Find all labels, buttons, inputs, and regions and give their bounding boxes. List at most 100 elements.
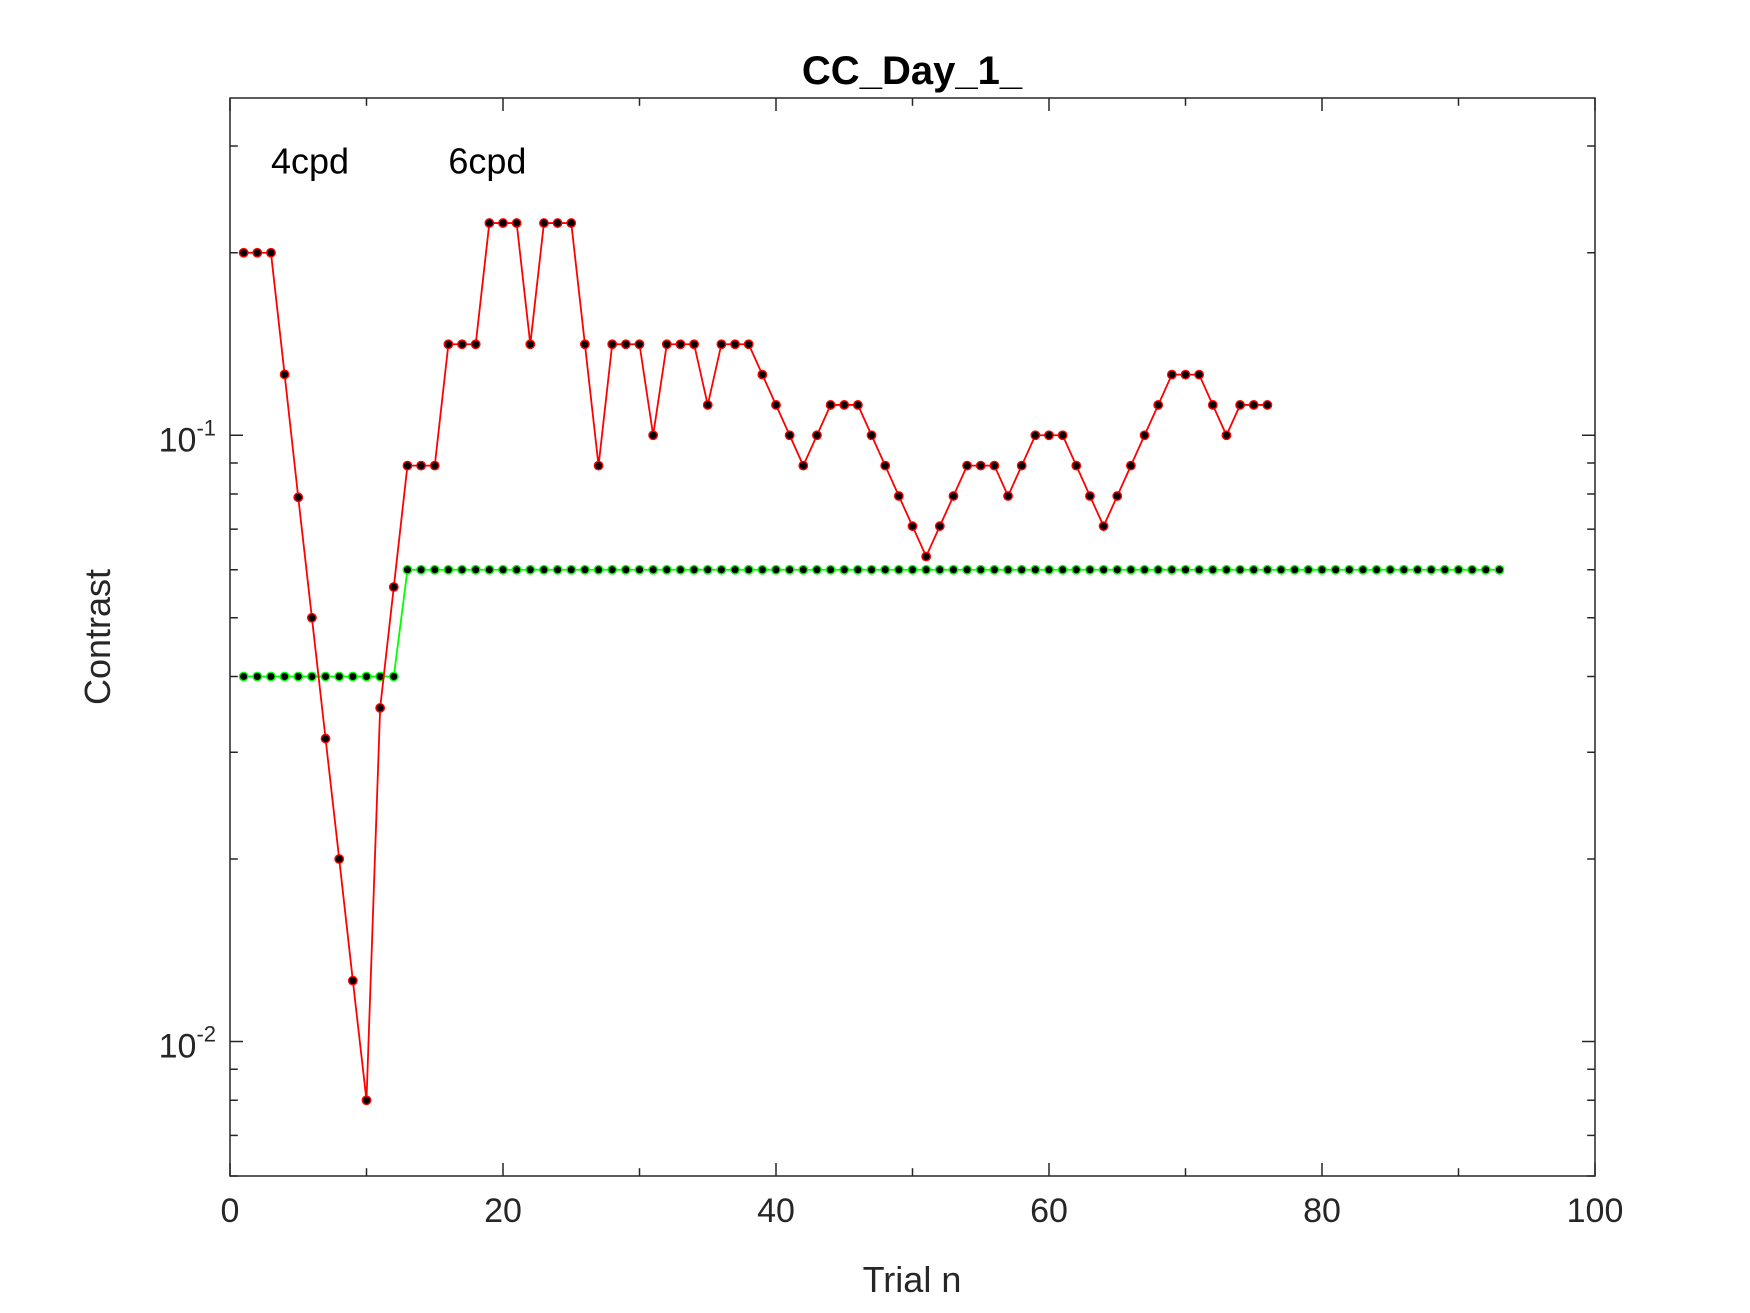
data-point [511,564,522,575]
data-point [1235,564,1246,575]
data-point [1003,491,1013,501]
data-point [921,551,932,562]
data-point [334,854,345,864]
series-2 [238,564,1505,682]
series-1 [238,218,1273,1106]
data-point [1003,564,1013,575]
data-point [552,218,563,228]
data-point [634,564,645,575]
x-tick-label: 100 [1567,1192,1624,1230]
data-point [1030,564,1041,575]
data-point [347,975,358,986]
data-point [1317,564,1327,575]
data-point [866,430,877,441]
data-point [484,218,495,228]
data-point [320,733,331,744]
data-point [934,564,945,575]
data-point [1385,564,1396,575]
data-point [934,521,945,532]
data-point [361,1095,372,1106]
data-point [457,564,467,575]
data-point [593,460,604,471]
data-point [1071,460,1082,471]
data-point [648,430,659,441]
data-point [989,460,1000,471]
data-point [1467,564,1478,575]
data-point [1126,564,1136,575]
data-point [880,460,891,471]
data-point [825,564,836,575]
data-point [1289,564,1300,575]
data-point [784,564,795,575]
data-point [716,339,727,350]
data-point [634,339,645,350]
data-point [771,564,781,575]
data-point [1303,564,1314,575]
data-point [580,564,590,575]
data-point [730,564,740,575]
data-point [279,369,290,380]
data-point [1085,564,1095,575]
data-point [1221,564,1232,575]
data-point [757,564,768,575]
data-point [661,339,672,350]
data-point [893,564,904,575]
data-point [798,460,809,471]
data-point [539,564,549,575]
data-point [1112,491,1123,501]
data-point [498,564,508,575]
data-point [839,400,850,410]
data-point [293,671,304,682]
plot-area [230,98,1595,1176]
data-point [320,671,331,682]
data-point [306,612,317,623]
data-point [689,564,699,575]
data-point [893,491,904,501]
data-point [757,369,768,380]
data-point [566,218,577,228]
chart-title: CC_Day_1_ [802,49,1023,93]
data-point [306,671,317,682]
data-point [1057,564,1068,575]
data-point [1194,564,1205,575]
data-point [1057,430,1068,441]
data-point [1112,564,1123,575]
data-point [388,582,399,592]
data-point [1180,369,1191,380]
data-point [798,564,809,575]
data-point [702,564,713,575]
data-point [416,564,426,575]
data-point [743,564,754,575]
y-tick-label: 10-1 [159,415,216,459]
data-point [853,564,863,575]
data-point [238,671,249,682]
data-point [1098,564,1109,575]
data-point [470,339,481,350]
data-point [1030,430,1041,441]
data-point [566,564,577,575]
data-point [484,564,495,575]
data-point [675,339,686,350]
data-point [470,564,481,575]
series-line [243,222,1268,1101]
data-point [1139,564,1150,575]
data-point [1371,564,1382,575]
data-point [593,564,604,575]
data-point [1098,521,1109,532]
data-point [429,564,440,575]
data-point [580,339,590,350]
data-point [498,218,508,228]
data-point [825,400,836,410]
data-point [1262,400,1273,410]
data-point [839,564,850,575]
data-point [620,564,631,575]
data-point [1166,564,1177,575]
data-point [388,671,399,682]
data-point [1044,564,1054,575]
data-point [293,492,304,503]
data-point [266,247,276,258]
data-point [812,564,822,575]
data-point [771,400,781,410]
data-point [675,564,686,575]
data-point [361,671,372,682]
